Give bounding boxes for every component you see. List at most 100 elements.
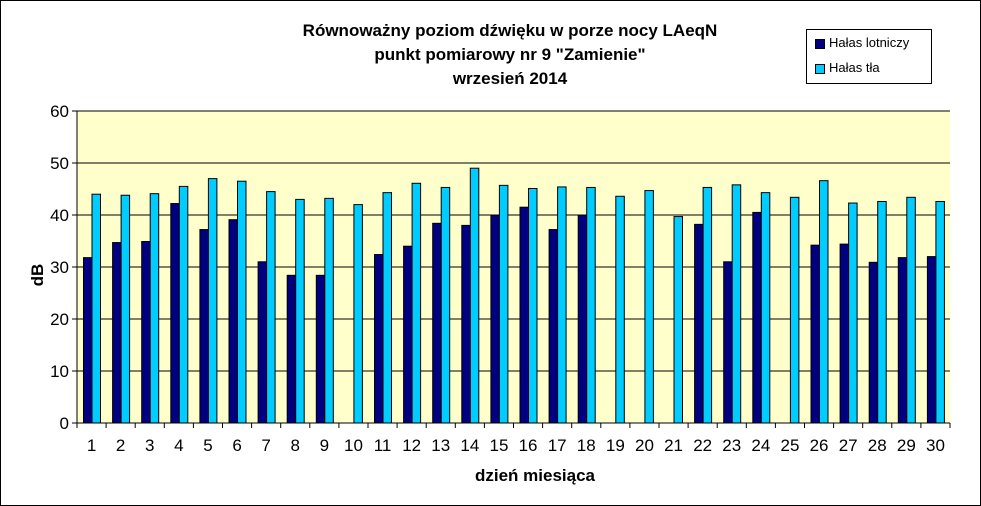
x-tick-label-30: 30 (926, 436, 945, 455)
x-tick-label-1: 1 (87, 436, 96, 455)
bar-series1-day-28 (868, 261, 879, 424)
bar-series2-day-20 (644, 190, 654, 424)
x-tick-label-8: 8 (291, 436, 300, 455)
bar-series1-day-11 (374, 254, 384, 424)
x-tick-label-16: 16 (519, 436, 538, 455)
x-tick-label-26: 26 (810, 436, 829, 455)
x-tick-label-18: 18 (577, 436, 596, 455)
bar-series2-day-23 (731, 184, 742, 424)
bar-series1-day-13 (432, 222, 442, 424)
legend-label-series-1: Hałas lotniczy (829, 35, 910, 50)
legend-label-series-2: Hałas tła (829, 60, 880, 75)
x-tick-label-19: 19 (606, 436, 625, 455)
bar-series1-day-2 (112, 242, 122, 424)
bar-series1-day-22 (694, 223, 704, 424)
y-tick-label-0: 0 (60, 414, 69, 433)
bar-series1-day-24 (752, 211, 762, 424)
bar-series1-day-17 (548, 229, 559, 424)
bar-series2-day-30 (935, 200, 945, 424)
x-tick-label-29: 29 (897, 436, 916, 455)
x-tick-label-9: 9 (320, 436, 329, 455)
bar-series1-day-12 (403, 245, 413, 424)
x-tick-label-7: 7 (261, 436, 270, 455)
x-axis-label: dzień miesiąca (474, 466, 595, 485)
bar-series1-day-18 (577, 214, 588, 424)
bar-series1-day-23 (723, 261, 733, 424)
chart-title-line-2: punkt pomiarowy nr 9 "Zamienie" (374, 45, 646, 64)
x-tick-label-15: 15 (489, 436, 508, 455)
bar-series2-day-28 (877, 200, 887, 424)
bar-series2-day-24 (760, 192, 771, 424)
bar-series2-day-26 (819, 180, 829, 424)
y-tick-label-30: 30 (50, 258, 69, 277)
bar-series1-day-30 (926, 256, 937, 424)
x-tick-label-12: 12 (402, 436, 421, 455)
bar-series1-day-5 (199, 229, 209, 424)
bar-series2-day-2 (120, 194, 131, 424)
x-tick-label-17: 17 (548, 436, 567, 455)
bar-series2-day-7 (266, 191, 276, 424)
legend-item-series-1: Hałas lotniczy (815, 35, 909, 51)
x-tick-label-6: 6 (232, 436, 241, 455)
bar-series2-day-4 (178, 185, 189, 424)
legend-swatch-series-2 (815, 63, 825, 74)
bar-series2-day-6 (237, 180, 247, 424)
bar-series2-day-21 (673, 216, 683, 424)
x-tick-label-21: 21 (664, 436, 683, 455)
x-tick-label-5: 5 (203, 436, 212, 455)
bar-series2-day-14 (469, 167, 480, 424)
x-tick-label-14: 14 (460, 436, 479, 455)
bar-series1-day-26 (810, 244, 820, 424)
x-tick-label-10: 10 (344, 436, 363, 455)
legend: Hałas lotniczy Hałas tła (806, 29, 932, 84)
bar-series1-day-27 (839, 243, 850, 424)
bar-series1-day-1 (83, 257, 93, 424)
bar-series2-day-8 (295, 198, 305, 424)
x-tick-label-3: 3 (145, 436, 154, 455)
x-tick-label-24: 24 (751, 436, 770, 455)
legend-item-series-2: Hałas tła (815, 60, 880, 76)
bar-series1-day-14 (461, 224, 471, 424)
bar-series1-day-9 (315, 274, 326, 424)
chart-title-line-1: Równoważny poziom dźwięku w porze nocy L… (302, 21, 718, 40)
bar-series2-day-18 (586, 186, 596, 424)
y-axis-label: dB (28, 263, 47, 287)
bar-series1-day-16 (519, 206, 529, 424)
bar-series2-day-12 (411, 182, 422, 424)
x-tick-label-20: 20 (635, 436, 654, 455)
bar-series1-day-29 (897, 257, 908, 424)
x-tick-label-28: 28 (868, 436, 887, 455)
bar-series1-day-3 (141, 241, 151, 424)
x-tick-label-4: 4 (174, 436, 183, 455)
bar-series1-day-6 (228, 219, 238, 424)
bar-series2-day-27 (848, 202, 858, 424)
bar-series1-day-4 (170, 203, 180, 424)
bar-series2-day-1 (91, 193, 101, 424)
bar-series1-day-15 (490, 214, 500, 424)
y-tick-label-50: 50 (50, 154, 69, 173)
x-tick-label-13: 13 (431, 436, 450, 455)
bar-series2-day-22 (702, 186, 713, 424)
bar-series2-day-17 (557, 186, 567, 424)
x-tick-label-23: 23 (722, 436, 741, 455)
bar-series2-day-19 (615, 195, 625, 424)
bar-series2-day-15 (498, 184, 509, 424)
bar-series2-day-29 (906, 196, 916, 424)
bar-series2-day-5 (207, 178, 218, 424)
bar-series2-day-11 (382, 192, 392, 424)
bar-series1-day-8 (286, 274, 297, 424)
x-tick-label-22: 22 (693, 436, 712, 455)
bar-series2-day-16 (528, 187, 538, 424)
y-tick-label-20: 20 (50, 310, 69, 329)
x-tick-label-27: 27 (839, 436, 858, 455)
y-tick-label-60: 60 (50, 102, 69, 121)
bar-series1-day-7 (257, 261, 268, 424)
legend-swatch-series-1 (815, 38, 825, 49)
x-tick-label-11: 11 (374, 436, 392, 455)
x-tick-label-25: 25 (780, 436, 799, 455)
y-tick-label-40: 40 (50, 206, 69, 225)
bar-series2-day-13 (440, 186, 451, 424)
x-tick-label-2: 2 (116, 436, 125, 455)
